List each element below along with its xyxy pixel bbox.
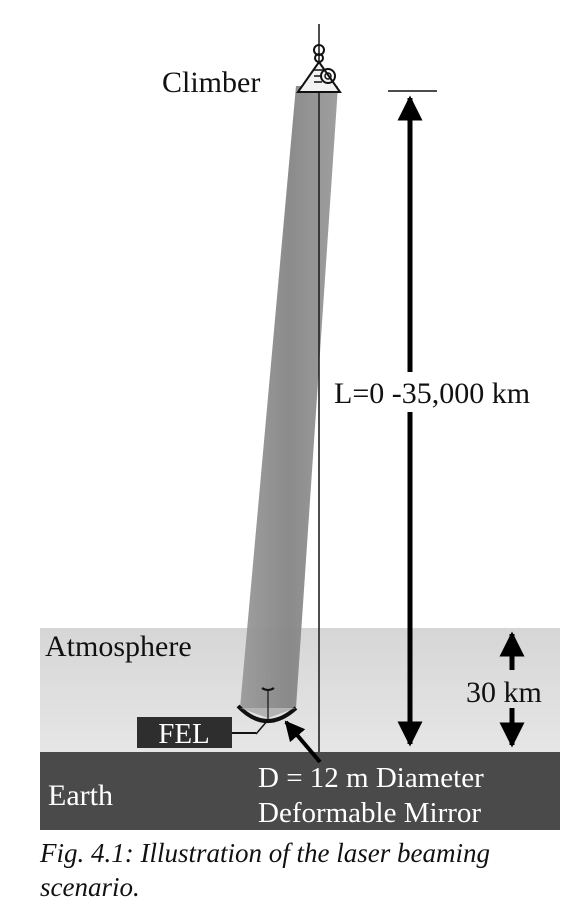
climber-icon (296, 44, 342, 93)
climber-label: Climber (162, 66, 260, 99)
deformable-mirror-icon (236, 687, 298, 735)
atmosphere-label: Atmosphere (45, 630, 192, 663)
mirror-pointer-arrow (284, 720, 322, 764)
laser-beam (240, 86, 338, 708)
figure-caption: Fig. 4.1: Illustration of the laser beam… (40, 838, 490, 902)
fel-label: FEL (158, 718, 210, 750)
laser-beaming-diagram: Climber L=0 -35,000 km Atmosphere 30 km … (40, 24, 560, 830)
distance-label: L=0 -35,000 km (334, 377, 530, 410)
distance-label-bg (332, 372, 557, 412)
earth-region (40, 752, 560, 830)
atmosphere-height-label: 30 km (466, 676, 542, 709)
mirror-label-line1: D = 12 m Diameter (258, 762, 484, 794)
earth-label: Earth (48, 779, 113, 812)
fel-box (137, 717, 232, 748)
mirror-label-line2: Deformable Mirror (258, 797, 481, 829)
